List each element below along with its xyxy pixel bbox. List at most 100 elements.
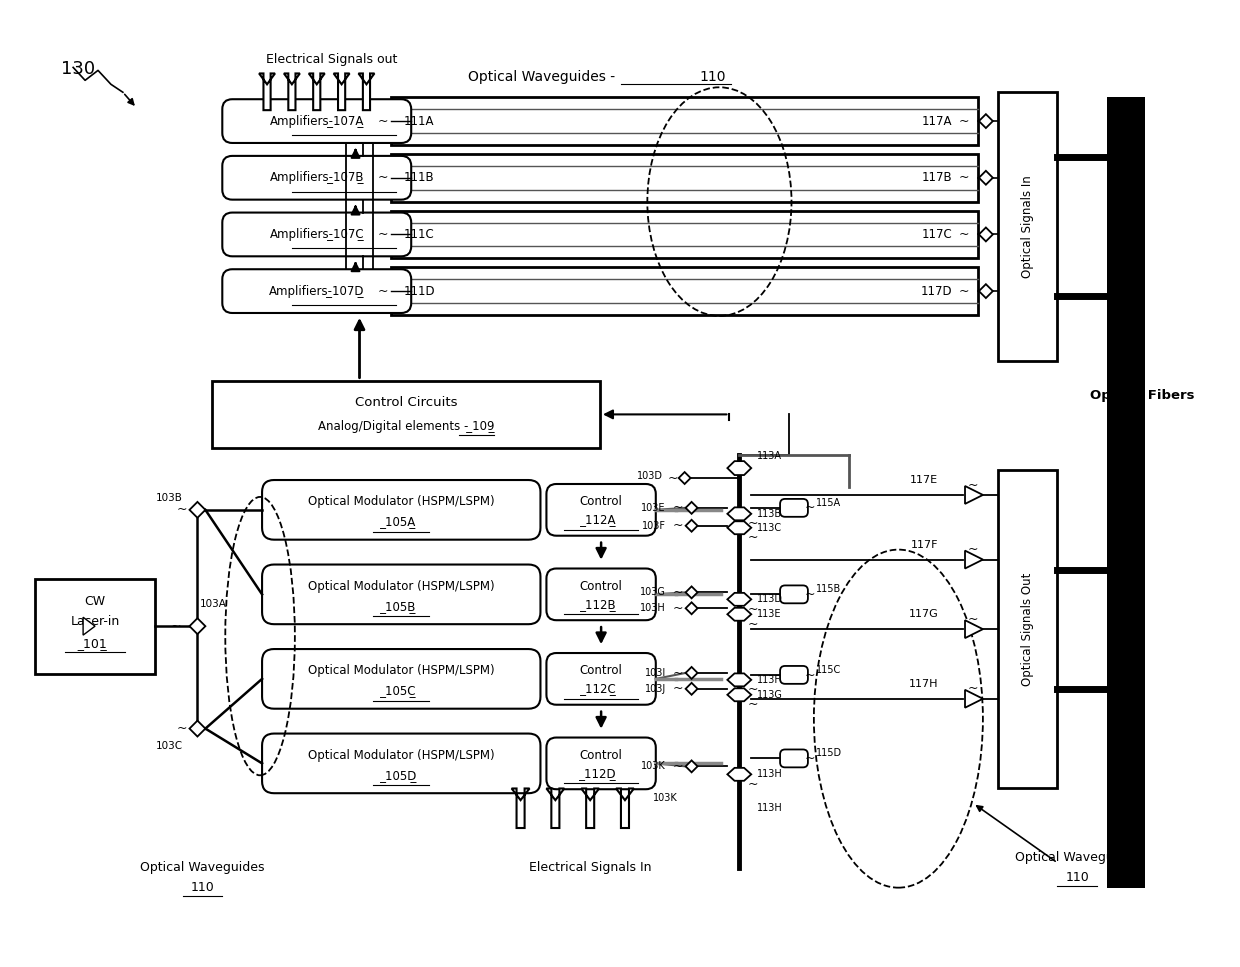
Text: 111B: 111B bbox=[403, 171, 434, 185]
Bar bbox=[392, 211, 978, 258]
Bar bbox=[392, 154, 978, 202]
Text: CW: CW bbox=[84, 595, 105, 608]
Text: ~: ~ bbox=[378, 171, 388, 185]
Text: Amplifiers-̲107B̲: Amplifiers-̲107B̲ bbox=[269, 171, 365, 185]
Polygon shape bbox=[965, 689, 983, 708]
Polygon shape bbox=[686, 586, 698, 599]
Polygon shape bbox=[965, 550, 983, 569]
Text: ~: ~ bbox=[959, 171, 970, 185]
Text: 113H: 113H bbox=[758, 770, 782, 779]
Polygon shape bbox=[965, 620, 983, 638]
FancyBboxPatch shape bbox=[547, 653, 656, 705]
Text: ~: ~ bbox=[672, 666, 683, 680]
Text: 113G: 113G bbox=[758, 689, 784, 700]
Text: 103D: 103D bbox=[637, 471, 662, 481]
Text: Optical Signals Out: Optical Signals Out bbox=[1022, 572, 1034, 686]
Text: Optical Waveguides: Optical Waveguides bbox=[1016, 851, 1140, 864]
FancyBboxPatch shape bbox=[262, 734, 541, 793]
Text: ~: ~ bbox=[672, 501, 683, 514]
Text: ̲112D̲: ̲112D̲ bbox=[585, 767, 618, 779]
Text: 117E: 117E bbox=[910, 475, 939, 485]
Text: ~: ~ bbox=[672, 601, 683, 615]
Text: 111A: 111A bbox=[403, 115, 434, 128]
Text: 117C: 117C bbox=[921, 228, 952, 241]
Text: 113B: 113B bbox=[758, 509, 782, 519]
Text: 113F: 113F bbox=[758, 675, 781, 685]
Text: Electrical Signals In: Electrical Signals In bbox=[529, 862, 651, 874]
Text: 103I: 103I bbox=[645, 668, 666, 678]
Text: ~: ~ bbox=[959, 228, 970, 241]
Text: Laser-in: Laser-in bbox=[71, 615, 119, 628]
Text: Amplifiers-̲107D̲: Amplifiers-̲107D̲ bbox=[269, 284, 365, 298]
Polygon shape bbox=[978, 284, 993, 298]
Text: 110: 110 bbox=[1065, 871, 1089, 884]
Text: 103K: 103K bbox=[641, 761, 666, 772]
Text: 113H: 113H bbox=[758, 804, 782, 813]
FancyBboxPatch shape bbox=[547, 484, 656, 536]
Text: 113E: 113E bbox=[758, 609, 781, 619]
Text: 130: 130 bbox=[61, 61, 95, 78]
Polygon shape bbox=[728, 508, 751, 520]
Text: Control: Control bbox=[579, 664, 622, 678]
Bar bbox=[212, 381, 600, 448]
Text: Control: Control bbox=[579, 495, 622, 509]
Polygon shape bbox=[728, 461, 751, 475]
Text: Amplifiers-̲107C̲: Amplifiers-̲107C̲ bbox=[269, 228, 365, 241]
Polygon shape bbox=[686, 760, 698, 773]
Text: ~: ~ bbox=[805, 588, 815, 601]
Text: 117D: 117D bbox=[920, 284, 952, 298]
Polygon shape bbox=[259, 73, 275, 110]
Text: 103B: 103B bbox=[156, 493, 184, 503]
Text: 115D: 115D bbox=[816, 748, 842, 758]
FancyBboxPatch shape bbox=[780, 499, 808, 516]
Polygon shape bbox=[334, 73, 350, 110]
Text: ~: ~ bbox=[959, 284, 970, 298]
Text: Electrical Signals out: Electrical Signals out bbox=[265, 53, 397, 67]
Polygon shape bbox=[686, 502, 698, 513]
Polygon shape bbox=[686, 602, 698, 614]
Text: ̲105A̲: ̲105A̲ bbox=[386, 515, 417, 528]
Text: 117H: 117H bbox=[909, 679, 939, 689]
Text: ~: ~ bbox=[748, 602, 759, 616]
Text: Optical Signals In: Optical Signals In bbox=[1022, 175, 1034, 278]
Text: ~: ~ bbox=[170, 620, 181, 632]
Bar bbox=[998, 92, 1058, 361]
Text: 117G: 117G bbox=[909, 609, 939, 619]
Text: 110: 110 bbox=[191, 881, 215, 894]
Text: Amplifiers-̲107A̲: Amplifiers-̲107A̲ bbox=[269, 115, 363, 128]
Text: ̲105C̲: ̲105C̲ bbox=[386, 685, 417, 697]
Polygon shape bbox=[728, 593, 751, 605]
FancyBboxPatch shape bbox=[222, 213, 412, 256]
Text: ~: ~ bbox=[748, 517, 759, 530]
Text: ~: ~ bbox=[378, 228, 388, 241]
FancyBboxPatch shape bbox=[547, 569, 656, 620]
Polygon shape bbox=[978, 227, 993, 242]
Polygon shape bbox=[978, 171, 993, 185]
Text: 113A: 113A bbox=[758, 452, 782, 461]
Text: ~: ~ bbox=[378, 115, 388, 128]
Text: ~: ~ bbox=[967, 683, 978, 695]
Text: Optical Modulator (HSPM/LSPM): Optical Modulator (HSPM/LSPM) bbox=[308, 748, 495, 762]
Text: 103E: 103E bbox=[641, 503, 666, 513]
Polygon shape bbox=[190, 720, 206, 737]
Text: ~: ~ bbox=[959, 115, 970, 128]
Polygon shape bbox=[678, 472, 691, 484]
Polygon shape bbox=[978, 114, 993, 128]
FancyBboxPatch shape bbox=[262, 565, 541, 624]
Text: 115B: 115B bbox=[816, 584, 841, 595]
Text: ~: ~ bbox=[748, 531, 759, 544]
Bar bbox=[998, 470, 1058, 788]
Text: 111D: 111D bbox=[403, 284, 435, 298]
Text: ̲112B̲: ̲112B̲ bbox=[585, 598, 616, 611]
Polygon shape bbox=[547, 788, 564, 828]
Text: ~: ~ bbox=[176, 722, 187, 735]
Polygon shape bbox=[190, 618, 206, 634]
Polygon shape bbox=[83, 617, 95, 635]
Text: ̲101̲: ̲101̲ bbox=[83, 636, 107, 650]
Text: Optical Modulator (HSPM/LSPM): Optical Modulator (HSPM/LSPM) bbox=[308, 495, 495, 509]
Text: Control: Control bbox=[579, 748, 622, 762]
Text: ~: ~ bbox=[748, 618, 759, 630]
Polygon shape bbox=[686, 683, 698, 694]
Polygon shape bbox=[728, 608, 751, 621]
Text: 103F: 103F bbox=[642, 521, 666, 531]
